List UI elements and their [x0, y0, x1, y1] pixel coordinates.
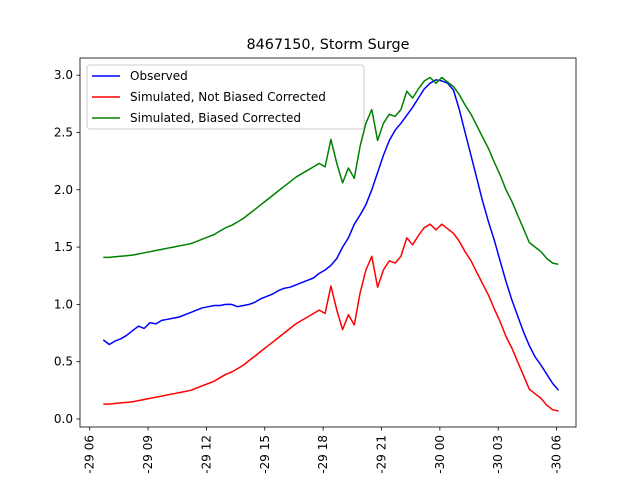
x-tick-label: -29 09 — [141, 435, 155, 474]
x-tick-label: -30 06 — [550, 435, 564, 474]
series-line-0 — [102, 79, 560, 391]
series-line-2 — [103, 76, 559, 266]
plot-frame — [79, 57, 577, 428]
x-tick-label: -30 00 — [433, 435, 447, 474]
x-tick-label: -30 03 — [491, 435, 505, 474]
x-tick-label: -29 06 — [83, 435, 97, 474]
x-tick-label: -29 15 — [258, 435, 272, 474]
x-tick-label: -29 18 — [316, 435, 330, 474]
y-tick-label: 1.5 — [54, 240, 73, 254]
y-tick-label: 2.5 — [54, 125, 73, 139]
legend-label-1: Simulated, Not Biased Corrected — [130, 90, 326, 104]
y-tick-label: 0.5 — [54, 355, 73, 369]
y-tick-label: 3.0 — [54, 68, 73, 82]
x-tick-label: -29 21 — [374, 435, 388, 474]
y-tick-label: 0.0 — [54, 412, 73, 426]
legend-box — [86, 64, 365, 130]
legend-label-0: Observed — [130, 69, 188, 83]
y-tick-label: 1.0 — [54, 297, 73, 311]
chart-title: 8467150, Storm Surge — [247, 37, 410, 53]
x-tick-label: -29 12 — [199, 435, 213, 474]
legend: Observed Simulated, Not Biased Corrected S… — [86, 64, 365, 130]
axes-layer: 0.0 0.5 1.0 1.5 2.0 2.5 3.0 -29 06 -29 09 -29 12 -… — [54, 68, 564, 473]
legend-label-2: Simulated, Biased Corrected — [130, 111, 301, 125]
series-line-1 — [103, 223, 559, 412]
series-layer — [102, 76, 560, 412]
y-tick-label: 2.0 — [54, 183, 73, 197]
